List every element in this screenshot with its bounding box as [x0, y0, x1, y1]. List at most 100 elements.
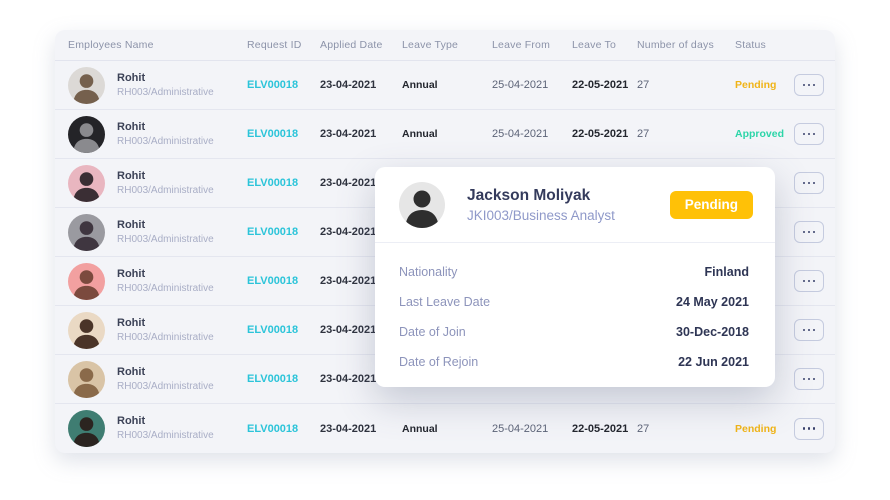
- leave-type: Annual: [402, 79, 438, 91]
- leave-to-date: 22-05-2021: [572, 422, 629, 435]
- employee-detail-popup: Jackson Moliyak JKI003/Business Analyst …: [375, 167, 775, 387]
- person-icon: [68, 115, 105, 153]
- popup-details: Nationality Finland Last Leave Date 24 M…: [375, 243, 775, 377]
- applied-date: 23-04-2021: [320, 373, 377, 385]
- applied-date: 23-04-2021: [320, 226, 377, 238]
- table-row[interactable]: Rohit RH003/Administrative ELV00018 23-0…: [55, 110, 835, 159]
- detail-value: 30-Dec-2018: [676, 325, 749, 339]
- status-text: Approved: [735, 128, 785, 140]
- applied-date: 23-04-2021: [320, 275, 377, 287]
- row-actions-button[interactable]: [794, 123, 824, 145]
- detail-row-last-leave-date: Last Leave Date 24 May 2021: [399, 287, 749, 317]
- employee-code: RH003/Administrative: [117, 86, 214, 98]
- row-actions-button[interactable]: [794, 172, 824, 194]
- leave-type: Annual: [402, 128, 438, 140]
- employee-code: RH003/Administrative: [117, 282, 214, 294]
- leave-from-date: 25-04-2021: [492, 422, 549, 435]
- detail-value: 24 May 2021: [676, 295, 749, 309]
- leave-to-date: 22-05-2021: [572, 128, 629, 140]
- employee-name-block: Rohit RH003/Administrative: [117, 169, 214, 197]
- actions-cell: [794, 319, 826, 341]
- table-row[interactable]: Rohit RH003/Administrative ELV00018 23-0…: [55, 404, 835, 453]
- request-id-link[interactable]: ELV00018: [247, 177, 299, 189]
- row-actions-button[interactable]: [794, 417, 824, 440]
- employee-name: Rohit: [117, 316, 146, 329]
- person-icon: [68, 213, 105, 251]
- avatar: [68, 360, 105, 398]
- request-id-link[interactable]: ELV00018: [247, 422, 299, 435]
- ellipsis-icon: [802, 132, 806, 136]
- person-icon: [68, 360, 105, 398]
- employee-name: Rohit: [117, 120, 146, 133]
- person-icon: [399, 182, 445, 228]
- applied-date: 23-04-2021: [320, 422, 377, 435]
- table-row[interactable]: Rohit RH003/Administrative ELV00018 23-0…: [55, 159, 835, 208]
- ellipsis-icon: [802, 279, 806, 283]
- row-actions-button[interactable]: [794, 221, 824, 243]
- actions-cell: [794, 368, 826, 390]
- col-header-leave-to: Leave To: [572, 39, 617, 51]
- actions-cell: [794, 123, 826, 145]
- row-actions-button[interactable]: [794, 74, 824, 96]
- row-actions-button[interactable]: [794, 270, 824, 292]
- applied-date: 23-04-2021: [320, 324, 377, 336]
- request-id-link[interactable]: ELV00018: [247, 324, 299, 336]
- ellipsis-icon: [802, 83, 806, 87]
- employee-name-block: Rohit RH003/Administrative: [117, 120, 214, 148]
- employee-name-block: Rohit RH003/Administrative: [117, 218, 214, 246]
- person-icon: [68, 410, 105, 447]
- status-text: Pending: [735, 79, 777, 91]
- applied-date: 23-04-2021: [320, 79, 377, 91]
- row-actions-button[interactable]: [794, 368, 824, 390]
- number-of-days: 27: [637, 422, 650, 435]
- employee-cell: Rohit RH003/Administrative: [68, 115, 247, 153]
- employee-cell: Rohit RH003/Administrative: [68, 262, 247, 300]
- request-id-link[interactable]: ELV00018: [247, 79, 299, 91]
- person-icon: [68, 66, 105, 104]
- employee-name-block: Rohit RH003/Administrative: [117, 71, 214, 99]
- request-id-link[interactable]: ELV00018: [247, 275, 299, 287]
- popup-avatar: [399, 182, 445, 228]
- status-badge: Pending: [669, 191, 753, 219]
- employee-cell: Rohit RH003/Administrative: [68, 213, 247, 251]
- popup-header: Jackson Moliyak JKI003/Business Analyst …: [375, 167, 775, 243]
- employee-cell: Rohit RH003/Administrative: [68, 164, 247, 202]
- request-id-link[interactable]: ELV00018: [247, 128, 299, 140]
- col-header-request-id: Request ID: [247, 39, 302, 51]
- employee-name-block: Rohit RH003/Administrative: [117, 365, 214, 393]
- ellipsis-icon: [802, 230, 806, 234]
- employee-cell: Rohit RH003/Administrative: [68, 410, 247, 447]
- leave-type: Annual: [402, 422, 438, 435]
- detail-row-nationality: Nationality Finland: [399, 257, 749, 287]
- employee-cell: Rohit RH003/Administrative: [68, 311, 247, 349]
- popup-employee-name: Jackson Moliyak: [467, 186, 591, 204]
- detail-label: Date of Join: [399, 325, 466, 339]
- popup-identity: Jackson Moliyak JKI003/Business Analyst: [467, 185, 670, 225]
- number-of-days: 27: [637, 128, 650, 140]
- avatar: [68, 311, 105, 349]
- detail-value: 22 Jun 2021: [678, 355, 749, 369]
- employee-name: Rohit: [117, 71, 146, 84]
- actions-cell: [794, 417, 826, 440]
- col-header-applied-date: Applied Date: [320, 39, 383, 51]
- employee-cell: Rohit RH003/Administrative: [68, 360, 247, 398]
- table-row[interactable]: Rohit RH003/Administrative ELV00018 23-0…: [55, 61, 835, 110]
- table-row[interactable]: Rohit RH003/Administrative ELV00018 23-0…: [55, 355, 835, 404]
- row-actions-button[interactable]: [794, 319, 824, 341]
- detail-row-date-of-rejoin: Date of Rejoin 22 Jun 2021: [399, 347, 749, 377]
- employee-code: RH003/Administrative: [117, 331, 214, 343]
- employee-code: RH003/Administrative: [117, 233, 214, 245]
- request-id-link[interactable]: ELV00018: [247, 373, 299, 385]
- actions-cell: [794, 74, 826, 96]
- employee-name-block: Rohit RH003/Administrative: [117, 267, 214, 295]
- ellipsis-icon: [802, 181, 806, 185]
- request-id-link[interactable]: ELV00018: [247, 226, 299, 238]
- employee-name: Rohit: [117, 218, 146, 231]
- col-header-status: Status: [735, 39, 766, 51]
- leave-to-date: 22-05-2021: [572, 79, 629, 91]
- avatar: [68, 262, 105, 300]
- applied-date: 23-04-2021: [320, 128, 377, 140]
- employee-code: RH003/Administrative: [117, 430, 214, 442]
- number-of-days: 27: [637, 79, 650, 91]
